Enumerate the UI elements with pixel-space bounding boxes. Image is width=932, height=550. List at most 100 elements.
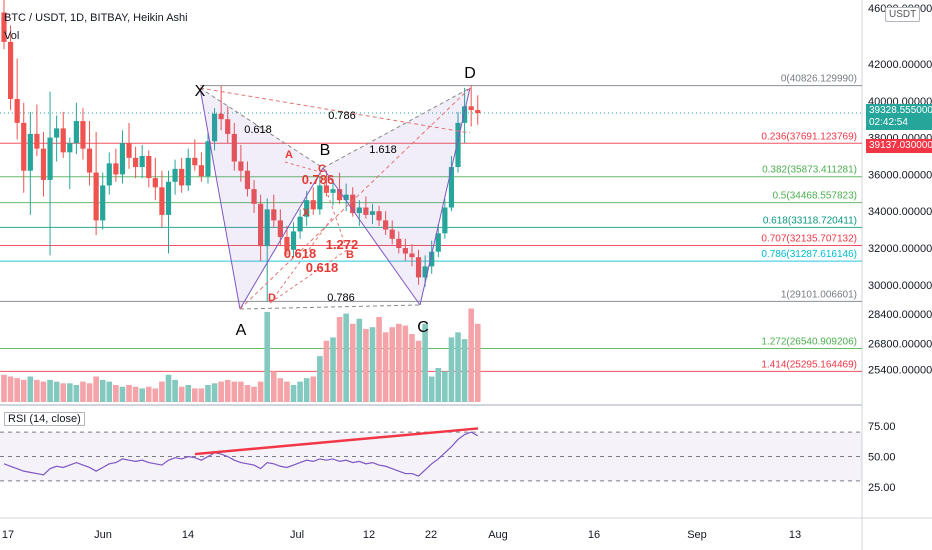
volume-bar (224, 379, 231, 402)
volume-bar (330, 337, 336, 402)
candle-body (205, 141, 211, 177)
harmonic-pattern: XABCD0.7860.6181.6180.786ACBDX0.7861.272… (195, 65, 476, 339)
volume-bar (7, 376, 14, 402)
small-pattern-point: X (302, 207, 310, 219)
volume-bar (73, 385, 80, 402)
candle-body (27, 133, 33, 171)
candle-body (179, 168, 185, 186)
small-pattern-ratio: 0.618 (306, 260, 339, 275)
small-pattern-point: D (268, 292, 276, 304)
candle-body (264, 209, 270, 247)
candle-body (54, 128, 60, 138)
time-tick: 13 (789, 529, 801, 541)
volume-bar (284, 381, 290, 402)
candle-body (350, 194, 356, 214)
volume-label: Vol (4, 30, 20, 42)
candle-body (73, 121, 79, 144)
pattern-fill-xab (200, 88, 323, 309)
volume-bar (139, 388, 145, 402)
volume-bar (264, 311, 270, 402)
candle-body (165, 181, 172, 215)
candle-body (7, 41, 14, 99)
small-pattern-point: B (346, 249, 354, 261)
pattern-point-b: B (320, 142, 331, 159)
volume-bar (415, 340, 422, 402)
candle-body (297, 216, 303, 232)
volume-bar (40, 381, 47, 402)
volume-bar (349, 323, 356, 402)
candle-body (475, 110, 481, 114)
pattern-leg (419, 87, 471, 306)
volume-bar (303, 378, 310, 402)
fib-label: 0.5(34468.557823) (772, 191, 857, 202)
candle-body (462, 106, 468, 123)
volume-bar (468, 308, 474, 402)
price-tick: 42000.000000 (868, 59, 932, 71)
candle-body (277, 220, 283, 237)
pattern-point-c: C (417, 319, 429, 336)
candle-body (422, 266, 428, 278)
candle-body (100, 185, 106, 221)
candle-body (139, 156, 145, 168)
ratio-line-ac (239, 304, 421, 310)
volume-bar (442, 371, 448, 402)
pattern-leg (199, 87, 241, 310)
candle-body (21, 122, 27, 171)
volume-bar (428, 376, 435, 402)
candle-body (271, 209, 277, 221)
candle-body (258, 203, 264, 247)
candle-body (47, 137, 53, 180)
candles (1, 0, 481, 302)
candle-body (60, 128, 66, 153)
volume-bar (422, 323, 428, 402)
volume-bar (132, 386, 139, 402)
candle-body (468, 106, 474, 110)
volume-bar (106, 381, 113, 402)
candle-body (40, 148, 47, 180)
candle-body (455, 122, 461, 168)
fib-label: 0.707(32135.707132) (761, 234, 857, 245)
candle-body (244, 170, 251, 190)
volume-bar (34, 379, 40, 402)
candle-body (356, 207, 362, 214)
rsi-line (3, 431, 479, 477)
candle-body (409, 253, 415, 258)
small-pattern-point: C (318, 163, 326, 175)
time-tick: Sep (687, 529, 707, 541)
volume-bar (86, 383, 93, 402)
volume-bar (218, 381, 224, 402)
volume-bar (290, 385, 297, 402)
volume-bar (152, 388, 159, 402)
volume-bar (53, 381, 60, 402)
rsi-pane (0, 427, 862, 482)
rsi-label[interactable]: RSI (14, close) (4, 412, 85, 426)
ratio-line-xb (199, 87, 324, 169)
volume-bar (251, 386, 257, 402)
currency-badge[interactable]: USDT (885, 7, 921, 22)
volume-bar (67, 383, 73, 402)
volume-bar (27, 376, 34, 402)
volume-bar (310, 376, 317, 402)
pattern-ratio: 0.618 (244, 124, 272, 136)
volume-bar (257, 381, 264, 402)
fib-label: 0.786(31287.616146) (761, 249, 857, 260)
volume-bar (14, 378, 20, 402)
candle-body (238, 161, 244, 171)
candle-body (336, 189, 343, 201)
candle-body (86, 148, 93, 173)
volume-bar (145, 386, 152, 402)
fib-label: 1.414(25295.164469) (761, 359, 857, 370)
volume-bar (93, 376, 99, 402)
pattern-point-d: D (464, 65, 476, 82)
volume-bar (198, 388, 205, 402)
candle-body (304, 200, 310, 217)
candle-body (330, 189, 336, 193)
fib-label: 1(29101.006601) (781, 289, 857, 300)
small-pattern-ratio: 1.272 (326, 237, 359, 252)
volume-bar (231, 381, 238, 402)
volume-bar (435, 368, 442, 402)
volume-bar (80, 381, 86, 402)
volume-bar (376, 317, 382, 402)
pattern-point-a: A (236, 322, 247, 339)
